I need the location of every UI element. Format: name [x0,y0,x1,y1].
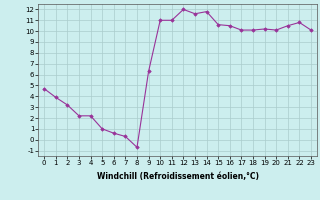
X-axis label: Windchill (Refroidissement éolien,°C): Windchill (Refroidissement éolien,°C) [97,172,259,181]
